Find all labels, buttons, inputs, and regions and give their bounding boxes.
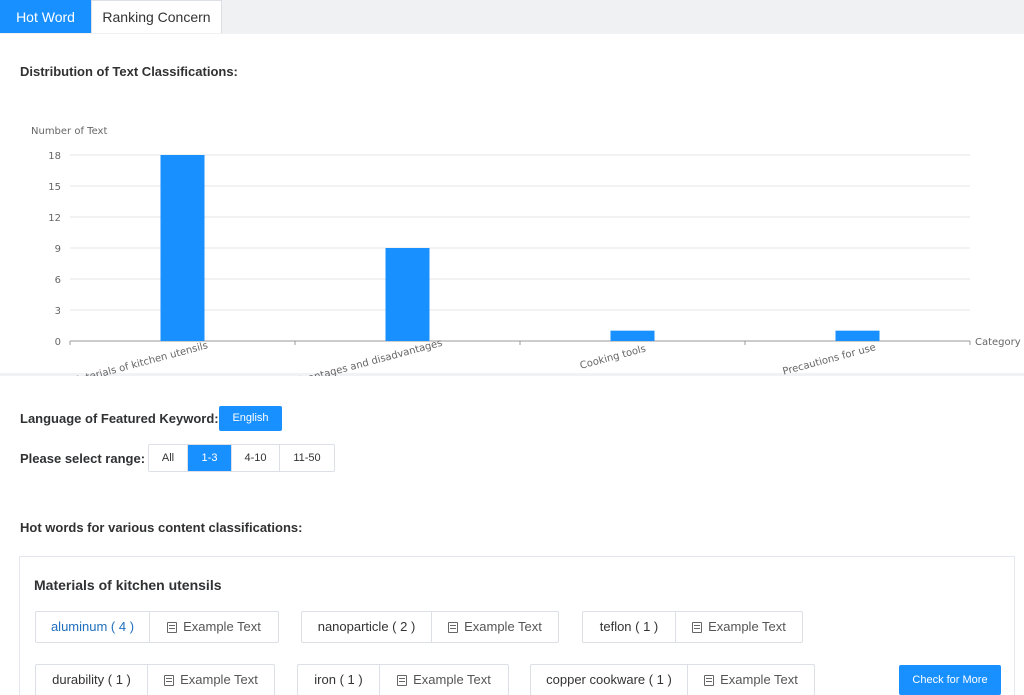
hot-word-chip: durability ( 1 ) Example Text — [35, 664, 275, 695]
example-text-button[interactable]: Example Text — [150, 612, 278, 642]
bar — [160, 155, 205, 341]
language-english-button[interactable]: English — [219, 406, 282, 431]
hot-word-chip: nanoparticle ( 2 ) Example Text — [301, 611, 559, 643]
range-11-50-button[interactable]: 11-50 — [280, 445, 334, 471]
document-icon — [167, 621, 178, 633]
example-text-label: Example Text — [464, 619, 542, 634]
hot-word-copper-cookware[interactable]: copper cookware ( 1 ) — [531, 665, 688, 695]
y-tick-label: 6 — [55, 275, 61, 286]
y-tick-label: 12 — [48, 213, 61, 224]
example-text-label: Example Text — [413, 672, 491, 687]
example-text-button[interactable]: Example Text — [676, 612, 802, 642]
hot-word-iron[interactable]: iron ( 1 ) — [298, 665, 380, 695]
hot-word-aluminum[interactable]: aluminum ( 4 ) — [36, 612, 150, 642]
y-tick-label: 0 — [55, 337, 61, 348]
example-text-button[interactable]: Example Text — [688, 665, 814, 695]
hot-word-chip: teflon ( 1 ) Example Text — [582, 611, 803, 643]
keyword-panel: Language of Featured Keyword: English Pl… — [0, 376, 1024, 695]
range-selector: All 1-3 4-10 11-50 — [148, 444, 335, 472]
category-card: Materials of kitchen utensils aluminum (… — [19, 556, 1015, 695]
range-label: Please select range: — [20, 451, 146, 466]
y-tick-label: 18 — [48, 151, 61, 162]
example-text-button[interactable]: Example Text — [380, 665, 508, 695]
check-for-more-button[interactable]: Check for More — [899, 665, 1001, 695]
bar — [385, 248, 430, 341]
x-axis-title: Category — [975, 337, 1021, 348]
y-tick-label: 3 — [55, 306, 61, 317]
x-tick-label: Precautions for use — [782, 342, 878, 377]
example-text-label: Example Text — [180, 672, 258, 687]
hot-word-nanoparticle[interactable]: nanoparticle ( 2 ) — [302, 612, 432, 642]
example-text-button[interactable]: Example Text — [148, 665, 274, 695]
hot-word-chip: iron ( 1 ) Example Text — [297, 664, 509, 695]
document-icon — [692, 621, 703, 633]
hot-words-label: Hot words for various content classifica… — [20, 520, 303, 535]
range-all-button[interactable]: All — [149, 445, 188, 471]
hot-word-chip: copper cookware ( 1 ) Example Text — [530, 664, 815, 695]
document-icon — [397, 674, 408, 686]
range-1-3-button[interactable]: 1-3 — [188, 445, 232, 471]
hot-word-durability[interactable]: durability ( 1 ) — [36, 665, 148, 695]
example-text-label: Example Text — [183, 619, 261, 634]
y-axis-title: Number of Text — [31, 126, 107, 137]
range-4-10-button[interactable]: 4-10 — [232, 445, 280, 471]
card-title: Materials of kitchen utensils — [34, 577, 222, 593]
bar — [610, 330, 655, 341]
example-text-label: Example Text — [708, 619, 786, 634]
chart-section-title: Distribution of Text Classifications: — [20, 64, 238, 79]
language-label: Language of Featured Keyword: — [20, 411, 219, 426]
document-icon — [448, 621, 459, 633]
tab-hot-word[interactable]: Hot Word — [0, 0, 91, 33]
example-text-button[interactable]: Example Text — [432, 612, 558, 642]
example-text-label: Example Text — [720, 672, 798, 687]
chart-panel: Distribution of Text Classifications: Nu… — [0, 34, 1024, 382]
tab-ranking-concern[interactable]: Ranking Concern — [91, 0, 222, 33]
hot-word-teflon[interactable]: teflon ( 1 ) — [583, 612, 676, 642]
document-icon — [704, 674, 715, 686]
bar — [835, 330, 880, 341]
y-tick-label: 15 — [48, 182, 61, 193]
hot-word-chip: aluminum ( 4 ) Example Text — [35, 611, 279, 643]
document-icon — [164, 674, 175, 686]
x-tick-label: Cooking tools — [579, 344, 647, 372]
y-tick-label: 9 — [55, 244, 61, 255]
tab-bar: Hot Word Ranking Concern — [0, 0, 1024, 34]
